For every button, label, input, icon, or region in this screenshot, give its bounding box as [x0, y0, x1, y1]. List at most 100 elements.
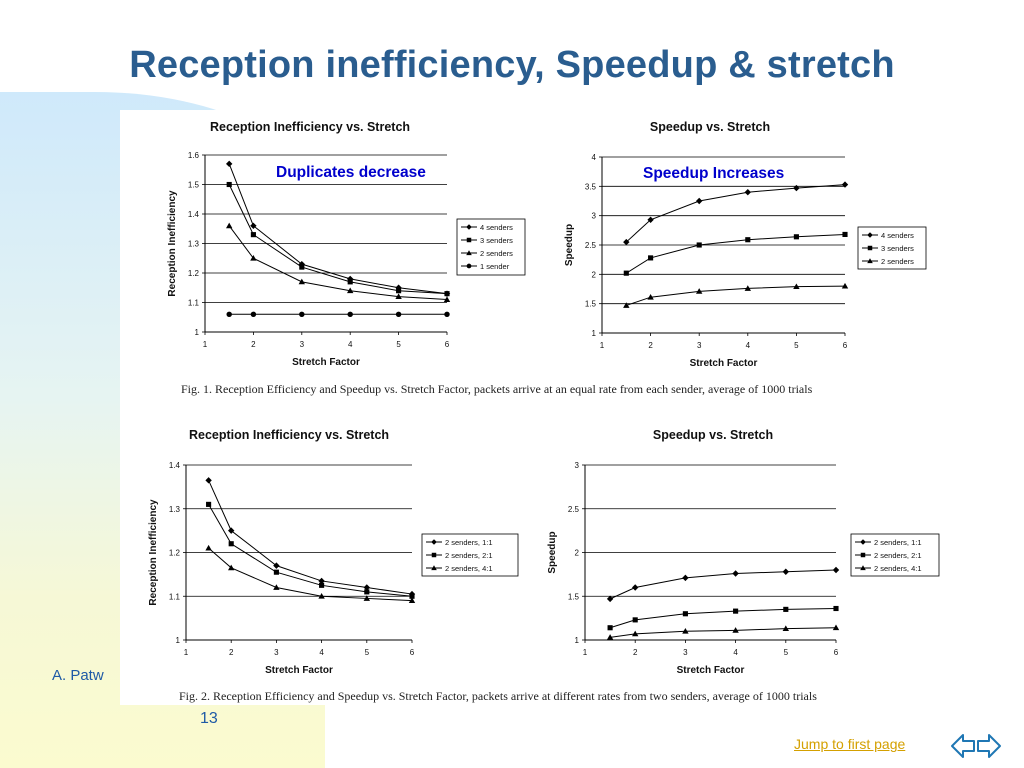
- data-point: [832, 566, 840, 574]
- data-point: [250, 255, 257, 261]
- x-tick-label: 6: [410, 648, 415, 657]
- x-tick-label: 5: [784, 648, 789, 657]
- content-panel: [120, 110, 1024, 705]
- figure-1-caption: Fig. 1. Reception Efficiency and Speedup…: [181, 382, 813, 396]
- series-line: [208, 480, 413, 595]
- data-point: [696, 197, 703, 205]
- y-tick-label: 1.5: [188, 181, 200, 190]
- y-tick-label: 3: [592, 212, 597, 221]
- x-tick-label: 2: [648, 341, 653, 350]
- data-point: [395, 311, 402, 318]
- y-tick-label: 2.5: [585, 241, 597, 250]
- chart-annotation: Speedup Increases: [643, 165, 784, 182]
- jump-to-first-page-link[interactable]: Jump to first page: [794, 736, 906, 752]
- series-line: [208, 547, 413, 602]
- data-point: [733, 608, 739, 614]
- x-tick-label: 6: [445, 340, 450, 349]
- legend-marker: [860, 552, 866, 558]
- data-point: [363, 584, 370, 591]
- author-name: A. Patw: [52, 667, 104, 684]
- data-point: [228, 541, 234, 547]
- y-axis-label: Speedup: [564, 224, 575, 266]
- y-tick-label: 1: [195, 328, 200, 337]
- y-tick-label: 1.3: [169, 505, 181, 514]
- data-point: [732, 570, 739, 577]
- legend-marker: [466, 237, 472, 243]
- series-line: [609, 608, 837, 629]
- y-axis-label: Speedup: [547, 531, 558, 573]
- data-point: [273, 562, 280, 569]
- legend-marker: [431, 565, 437, 571]
- slide-title: Reception inefficiency, Speedup & stretc…: [129, 44, 895, 86]
- series-line: [228, 163, 448, 295]
- data-point: [347, 279, 353, 285]
- data-point: [226, 181, 232, 188]
- legend-label: 4 senders: [881, 231, 914, 240]
- data-point: [793, 234, 799, 240]
- data-point: [206, 501, 212, 507]
- legend-label: 2 senders: [881, 257, 914, 266]
- legend-marker: [466, 224, 472, 230]
- legend-marker: [431, 552, 437, 558]
- data-point: [298, 278, 305, 285]
- legend-marker: [466, 263, 472, 269]
- data-point: [632, 584, 639, 591]
- data-point: [623, 270, 629, 276]
- y-tick-label: 2.5: [568, 505, 580, 514]
- legend-label: 2 senders, 2:1: [445, 551, 493, 560]
- y-tick-label: 2: [592, 270, 597, 279]
- y-tick-label: 1.5: [568, 592, 580, 601]
- legend-label: 2 senders, 4:1: [445, 564, 493, 573]
- y-tick-label: 1.5: [585, 300, 597, 309]
- data-point: [744, 189, 751, 196]
- data-point: [793, 184, 800, 192]
- data-point: [682, 611, 688, 617]
- chart-title: Reception Inefficiency vs. Stretch: [189, 428, 389, 442]
- data-point: [228, 527, 235, 534]
- legend-box: [421, 533, 519, 577]
- series-line: [610, 627, 837, 638]
- data-point: [623, 302, 630, 308]
- y-tick-label: 3.5: [585, 182, 597, 191]
- legend-label: 1 sender: [480, 262, 510, 271]
- data-point: [396, 288, 402, 294]
- chart-speedup-fig1: Speedup vs. Stretch 1 1.5 2 2.5 3 3.5 4 1 2 3 4 5 6 St…: [564, 120, 927, 369]
- data-point: [364, 589, 370, 595]
- legend-label: 3 senders: [881, 244, 914, 253]
- figure-2-caption: Fig. 2. Reception Efficiency and Speedup…: [179, 689, 817, 703]
- double-arrow-icon[interactable]: [950, 732, 1002, 760]
- y-tick-label: 1: [176, 636, 181, 645]
- data-point: [205, 477, 212, 484]
- x-tick-label: 5: [396, 340, 401, 349]
- x-tick-label: 2: [251, 340, 256, 349]
- data-point: [782, 625, 789, 632]
- legend-label: 3 senders: [480, 236, 513, 245]
- y-tick-label: 1.2: [188, 269, 200, 278]
- x-tick-label: 3: [697, 341, 702, 350]
- y-tick-label: 2: [575, 549, 580, 558]
- x-tick-label: 2: [229, 648, 234, 657]
- series-line: [228, 184, 448, 295]
- x-tick-label: 5: [365, 648, 370, 657]
- x-tick-label: 1: [600, 341, 605, 350]
- data-point: [408, 597, 416, 604]
- data-point: [782, 568, 789, 575]
- chart-speedup-fig2: Speedup vs. Stretch 1 1.5 2 2.5 3 1 2 3 4 5 6 Stretc…: [547, 428, 940, 676]
- data-point: [395, 293, 402, 299]
- legend-label: 2 senders, 4:1: [874, 564, 922, 573]
- x-tick-label: 2: [633, 648, 638, 657]
- x-tick-label: 6: [834, 648, 839, 657]
- legend-label: 2 senders: [480, 249, 513, 258]
- series-line: [626, 233, 846, 274]
- legend-marker: [466, 250, 472, 256]
- x-axis-label: Stretch Factor: [690, 358, 758, 369]
- data-point: [226, 311, 232, 318]
- data-point: [250, 222, 257, 229]
- y-tick-label: 4: [592, 153, 597, 162]
- data-point: [682, 628, 689, 634]
- legend-label: 2 senders, 2:1: [874, 551, 922, 560]
- x-tick-label: 1: [203, 340, 208, 349]
- data-point: [648, 255, 654, 261]
- legend-label: 2 senders, 1:1: [874, 538, 922, 547]
- data-point: [444, 311, 450, 318]
